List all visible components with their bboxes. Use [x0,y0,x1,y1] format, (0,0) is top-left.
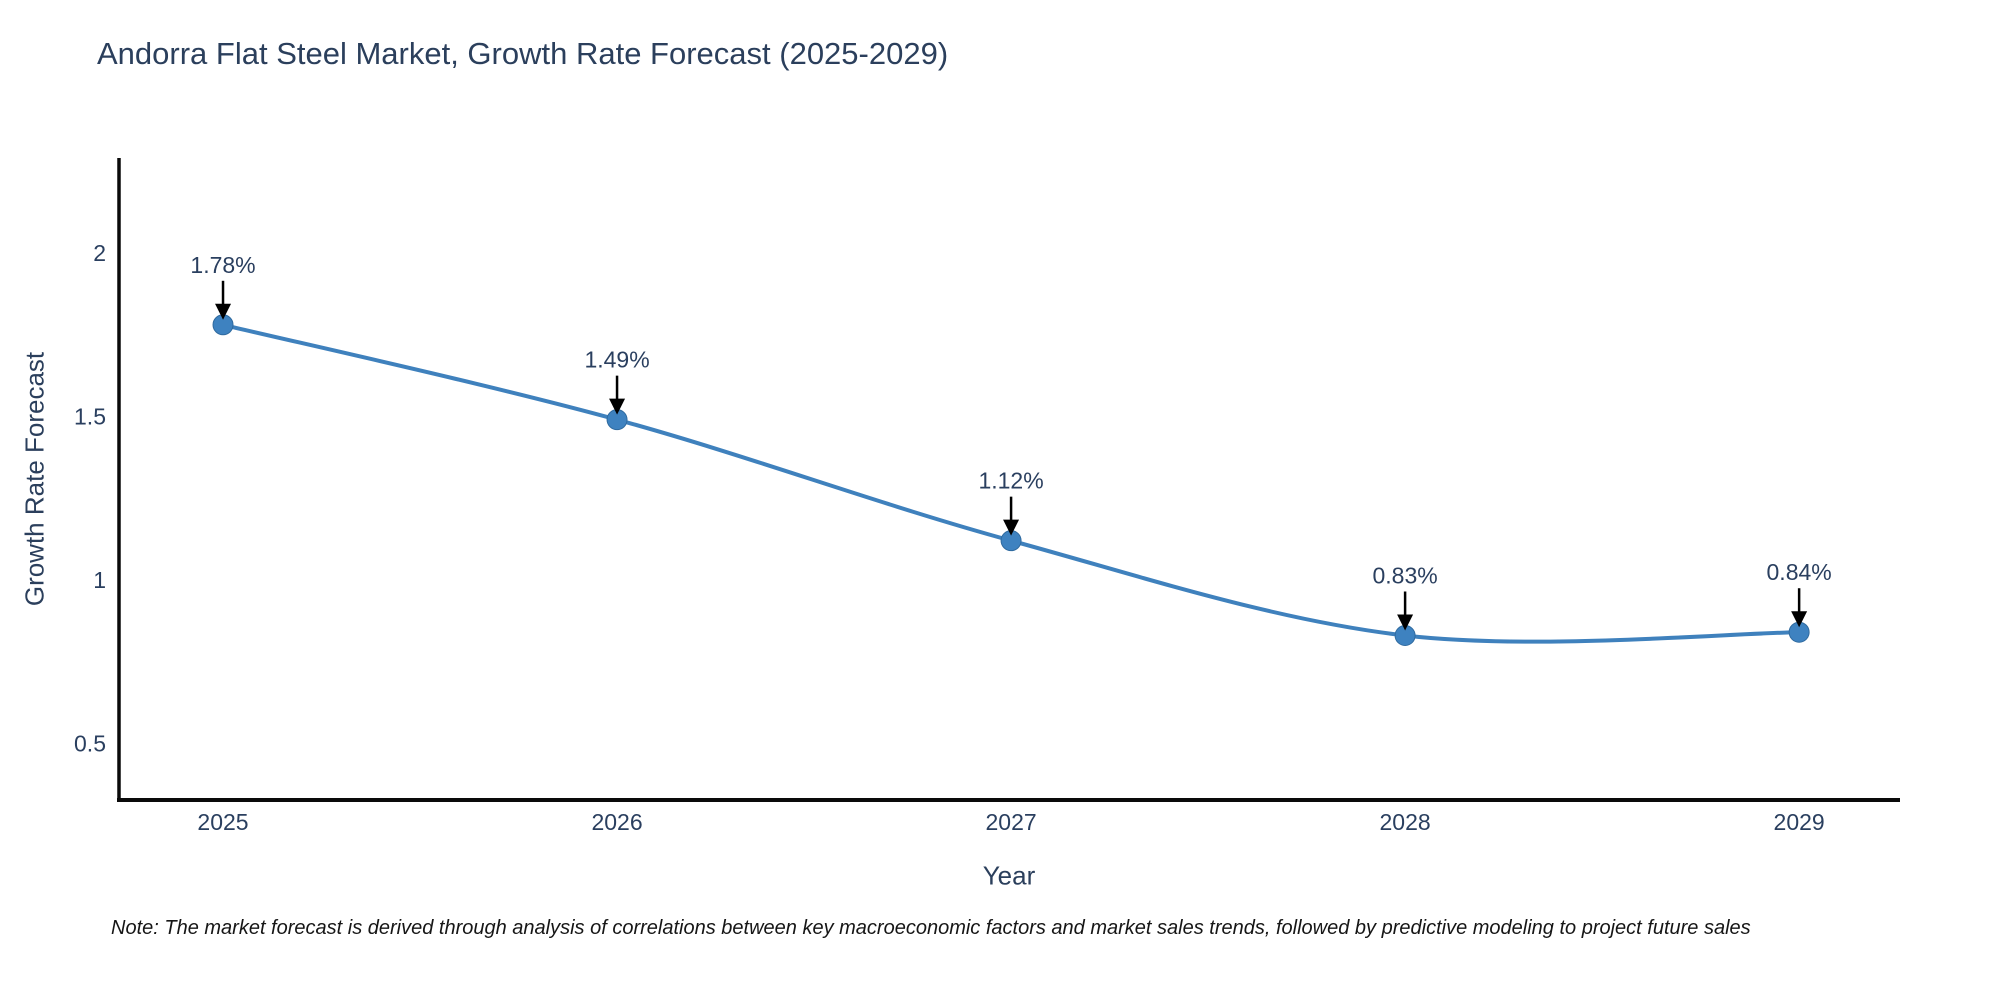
annotation-arrowhead-icon [1003,519,1020,536]
y-tick-label: 2 [93,240,106,266]
point-annotation: 1.12% [978,468,1044,536]
axes [117,158,1900,802]
x-tick-label: 2028 [1380,809,1431,835]
chart-title: Andorra Flat Steel Market, Growth Rate F… [97,36,949,71]
point-annotation: 0.83% [1372,562,1438,631]
x-tick-label: 2029 [1774,809,1825,835]
point-value-label: 1.12% [978,468,1043,494]
x-tick-label: 2025 [197,809,248,835]
y-tick-label: 1.5 [74,403,106,429]
y-tick-label: 0.5 [74,730,106,756]
footnote: Note: The market forecast is derived thr… [111,917,1751,939]
point-value-label: 1.49% [584,347,649,373]
y-tick-label: 1 [93,567,106,593]
x-tick-label: 2026 [591,809,642,835]
point-value-label: 1.78% [190,252,255,278]
annotation-arrowhead-icon [609,398,626,415]
annotation-arrowhead-icon [1791,611,1808,628]
point-annotation: 0.84% [1767,559,1832,628]
point-annotation: 1.78% [190,252,256,320]
annotation-arrowhead-icon [1397,614,1414,631]
point-value-label: 0.83% [1372,562,1437,588]
annotation-arrowhead-icon [215,303,232,320]
x-axis-title: Year [982,860,1036,891]
point-annotations: 1.78% 1.49% 1.12% 0.83% 0.84% [190,252,1832,631]
x-tick-label: 2027 [985,809,1036,835]
tick-labels: 2025 2026 2027 2028 2029 0.5 1 1.5 2 [74,240,1825,835]
point-value-label: 0.84% [1767,559,1832,585]
point-annotation: 1.49% [584,347,650,415]
